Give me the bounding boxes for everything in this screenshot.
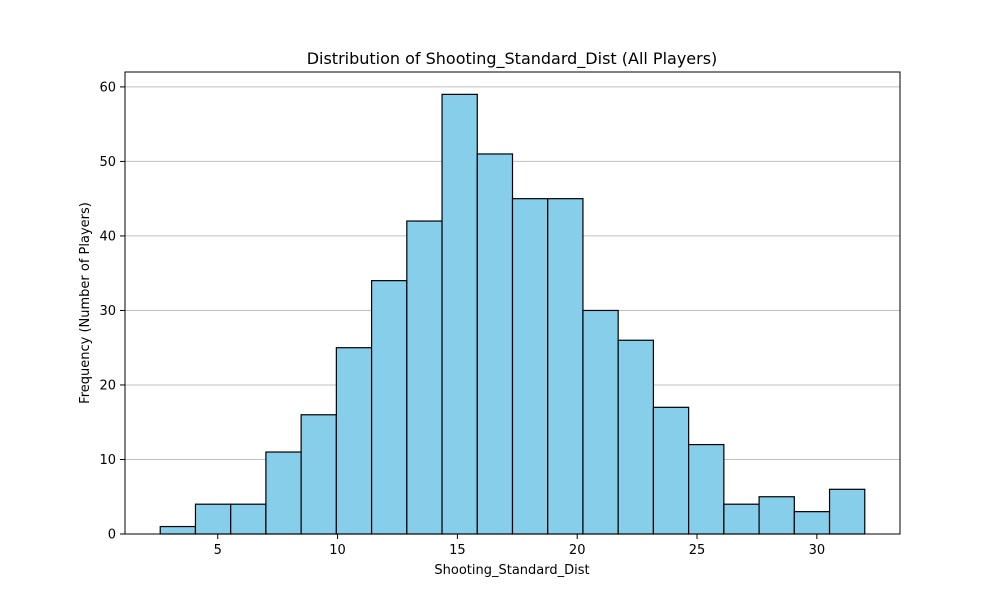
histogram-bar xyxy=(547,198,584,535)
y-tick-label: 40 xyxy=(99,229,116,244)
y-ticks: 0 10 20 30 40 50 60 xyxy=(99,80,125,543)
histogram-bar xyxy=(688,443,725,535)
histogram-bar xyxy=(723,503,760,535)
x-tick-label: 20 xyxy=(569,543,586,558)
x-tick-label: 30 xyxy=(809,543,826,558)
x-tick-label: 10 xyxy=(329,543,346,558)
histogram-bar xyxy=(511,198,549,535)
y-tick-label: 10 xyxy=(99,453,116,468)
chart-title: Distribution of Shooting_Standard_Dist (… xyxy=(307,49,718,69)
histogram-bar xyxy=(758,496,795,535)
histogram-bar xyxy=(265,451,302,535)
histogram-bar xyxy=(335,347,373,535)
y-tick-label: 60 xyxy=(99,80,116,95)
x-ticks: 5 10 15 20 25 30 xyxy=(214,534,826,558)
histogram-bar xyxy=(793,511,831,535)
histogram-bar xyxy=(406,220,443,535)
histogram-bar xyxy=(617,339,655,535)
histogram-bar xyxy=(441,93,478,535)
y-tick-label: 30 xyxy=(99,304,116,319)
histogram-bar xyxy=(476,153,514,535)
histogram-bar xyxy=(300,414,337,535)
histogram-bar xyxy=(194,503,232,535)
histogram-bar xyxy=(652,406,690,535)
y-tick-label: 20 xyxy=(99,378,116,393)
y-tick-label: 50 xyxy=(99,155,116,170)
bars-group xyxy=(159,93,866,535)
y-tick-label: 0 xyxy=(108,528,116,543)
y-axis-label: Frequency (Number of Players) xyxy=(78,202,93,404)
x-tick-label: 15 xyxy=(449,543,466,558)
x-tick-label: 5 xyxy=(214,543,222,558)
histogram-bar xyxy=(370,280,408,535)
histogram-bar xyxy=(230,503,267,535)
plot-frame xyxy=(124,71,901,535)
x-axis-label: Shooting_Standard_Dist xyxy=(434,563,589,578)
histogram-bar xyxy=(159,525,197,535)
x-tick-label: 25 xyxy=(689,543,706,558)
histogram-bar xyxy=(582,309,619,535)
histogram-bar xyxy=(828,488,866,535)
